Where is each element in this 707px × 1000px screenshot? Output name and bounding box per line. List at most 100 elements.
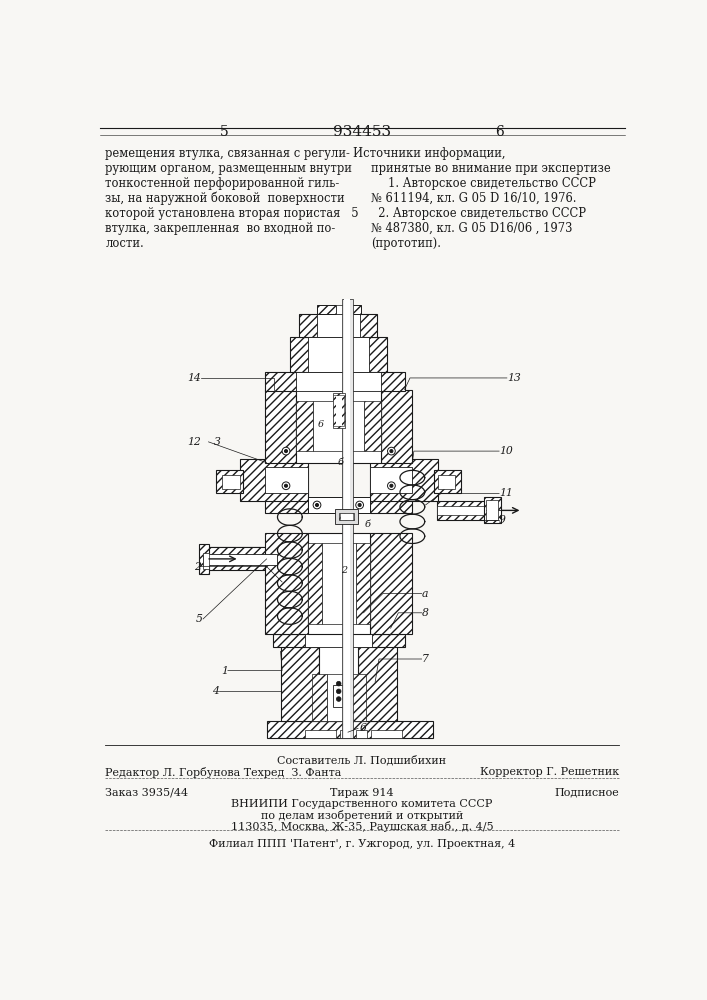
Text: по делам изобретений и открытий: по делам изобретений и открытий <box>261 810 463 821</box>
Bar <box>281 644 320 721</box>
Text: которой установлена вторая пористая   5: которой установлена вторая пористая 5 <box>105 207 359 220</box>
Bar <box>317 305 337 314</box>
Bar <box>438 475 455 489</box>
Bar <box>312 674 327 721</box>
Bar <box>299 314 377 337</box>
Bar <box>340 513 353 520</box>
Bar <box>265 372 404 391</box>
Bar <box>265 497 308 513</box>
Bar <box>332 393 345 428</box>
Bar <box>335 509 358 524</box>
Bar <box>437 501 488 520</box>
Circle shape <box>282 482 290 490</box>
Text: ремещения втулка, связанная с регули-: ремещения втулка, связанная с регули- <box>105 147 350 160</box>
Bar <box>351 674 366 721</box>
Text: 11: 11 <box>499 488 513 498</box>
Text: Тираж 914: Тираж 914 <box>330 788 394 798</box>
Bar <box>203 554 276 565</box>
Bar <box>296 401 313 451</box>
Circle shape <box>284 450 288 453</box>
Text: Корректор Г. Решетник: Корректор Г. Решетник <box>480 767 619 777</box>
Circle shape <box>387 447 395 455</box>
Bar <box>486 500 498 520</box>
Text: 934453: 934453 <box>333 125 391 139</box>
Bar <box>305 730 337 738</box>
Bar <box>434 470 461 493</box>
Circle shape <box>356 501 363 509</box>
Text: № 487380, кл. G 05 D16/06 , 1973: № 487380, кл. G 05 D16/06 , 1973 <box>371 222 573 235</box>
Bar <box>358 644 397 721</box>
Bar <box>333 685 344 707</box>
Bar <box>337 305 343 314</box>
Bar <box>265 533 308 634</box>
Text: 6: 6 <box>495 125 503 139</box>
Text: 9: 9 <box>499 515 506 525</box>
Text: 10: 10 <box>499 446 513 456</box>
Bar <box>240 459 308 501</box>
Text: 2: 2 <box>194 562 201 572</box>
Text: (прототип).: (прототип). <box>371 237 441 250</box>
Bar <box>296 389 381 463</box>
Bar <box>273 634 404 647</box>
Bar <box>317 314 361 337</box>
Bar <box>381 389 412 463</box>
Text: зы, на наружной боковой  поверхности: зы, на наружной боковой поверхности <box>105 192 345 205</box>
Text: рующим органом, размещенным внутри: рующим органом, размещенным внутри <box>105 162 352 175</box>
Text: Составитель Л. Подшибихин: Составитель Л. Подшибихин <box>277 754 447 765</box>
Text: 2: 2 <box>341 566 347 575</box>
Bar <box>216 470 243 493</box>
Text: 2. Авторское свидетельство СССР: 2. Авторское свидетельство СССР <box>371 207 586 220</box>
Text: 3: 3 <box>214 437 221 447</box>
Text: 5: 5 <box>220 125 228 139</box>
Text: 14: 14 <box>187 373 201 383</box>
Text: Редактор Л. Горбунова Техред  З. Фанта: Редактор Л. Горбунова Техред З. Фанта <box>105 767 341 778</box>
Circle shape <box>358 503 361 507</box>
Text: Заказ 3935/44: Заказ 3935/44 <box>105 788 189 798</box>
Text: ВНИИПИ Государственного комитета СССР: ВНИИПИ Государственного комитета СССР <box>231 799 493 809</box>
Bar <box>308 543 322 624</box>
Bar <box>327 674 351 721</box>
Text: 5: 5 <box>197 614 203 624</box>
Circle shape <box>337 681 341 686</box>
Bar <box>267 721 433 738</box>
Bar <box>370 466 412 493</box>
Bar <box>341 305 361 314</box>
Bar <box>203 553 209 569</box>
Circle shape <box>390 450 393 453</box>
Bar <box>340 730 352 738</box>
Bar <box>336 396 341 426</box>
Bar <box>344 299 351 738</box>
Bar <box>339 513 354 520</box>
Bar <box>333 395 344 426</box>
Bar <box>305 634 372 647</box>
Text: 1. Авторское свидетельство СССР: 1. Авторское свидетельство СССР <box>388 177 596 190</box>
Bar <box>341 299 353 738</box>
Bar <box>290 337 332 372</box>
Text: тонкостенной перфорированной гиль-: тонкостенной перфорированной гиль- <box>105 177 339 190</box>
Bar <box>370 497 412 513</box>
Text: № 611194, кл. G 05 D 16/10, 1976.: № 611194, кл. G 05 D 16/10, 1976. <box>371 192 577 205</box>
Bar <box>322 543 356 624</box>
Bar <box>313 401 364 451</box>
Circle shape <box>387 482 395 490</box>
Bar <box>370 533 412 634</box>
Bar <box>364 401 381 451</box>
Circle shape <box>313 501 321 509</box>
Bar <box>484 497 501 523</box>
Text: 6: 6 <box>360 723 366 733</box>
Bar <box>344 337 387 372</box>
Bar <box>437 506 488 515</box>
Circle shape <box>390 484 393 487</box>
Text: 13: 13 <box>507 373 520 383</box>
Circle shape <box>337 697 341 701</box>
Text: Подписное: Подписное <box>554 788 619 798</box>
Text: a: a <box>421 589 428 599</box>
Bar <box>265 466 308 493</box>
Text: б: б <box>337 458 344 467</box>
Text: 4: 4 <box>211 686 218 696</box>
Circle shape <box>282 447 290 455</box>
Bar <box>308 337 369 372</box>
Circle shape <box>315 503 319 507</box>
Bar <box>203 547 276 559</box>
Bar <box>320 644 358 721</box>
